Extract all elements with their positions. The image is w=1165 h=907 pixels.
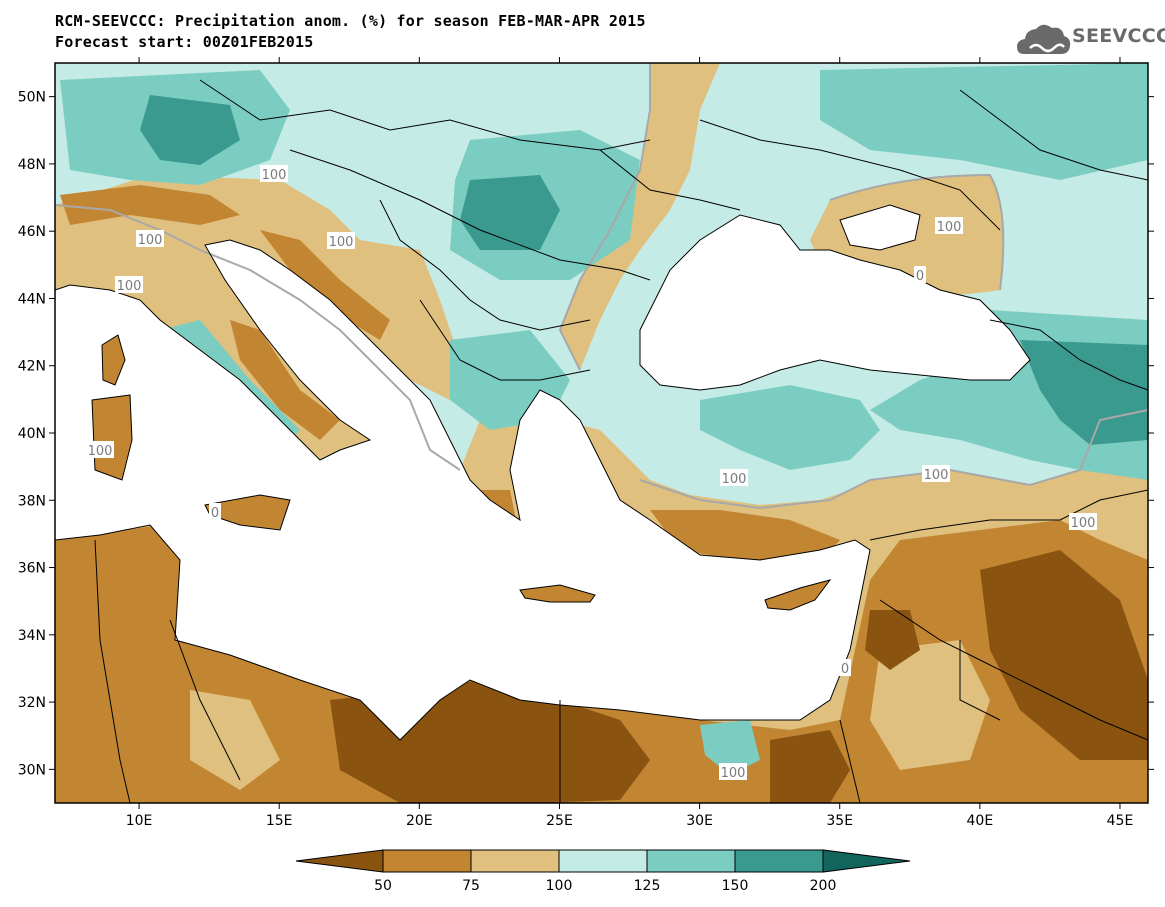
lon-tick-label: 10E bbox=[126, 813, 153, 829]
colorbar-label: 50 bbox=[374, 878, 392, 894]
contour-label: 100 bbox=[1071, 516, 1096, 531]
colorbar-bin bbox=[734, 849, 824, 873]
lat-tick-label: 48N bbox=[18, 157, 46, 173]
contour-label-bg bbox=[922, 465, 950, 482]
lat-tick-label: 34N bbox=[18, 628, 46, 644]
longitude-axis: 10E 15E 20E 25E 30E 35E 40E 45E bbox=[126, 57, 1134, 829]
lat-tick-label: 50N bbox=[18, 90, 46, 106]
contour-label: 100 bbox=[721, 766, 746, 781]
contour-label: 100 bbox=[117, 279, 142, 294]
anomaly-50-75-alps bbox=[60, 185, 240, 225]
colorbar: 50 75 100 125 150 200 bbox=[295, 849, 911, 894]
contour-label: 100 bbox=[937, 220, 962, 235]
anomaly-75-100-ukraine bbox=[560, 63, 720, 370]
colorbar-bin bbox=[558, 849, 648, 873]
anomaly-125-150-northeast bbox=[820, 63, 1148, 180]
anomaly-75-100-libya-patch bbox=[190, 690, 280, 790]
contour-label-bg bbox=[260, 165, 288, 182]
mediterranean-sea bbox=[55, 240, 870, 740]
contour-label-bg bbox=[914, 266, 926, 283]
contour-label-bg bbox=[136, 230, 164, 247]
contour-label-bg bbox=[115, 276, 143, 293]
contour-label: 100 bbox=[138, 233, 163, 248]
contour-label: 100 bbox=[924, 468, 949, 483]
lon-tick-label: 35E bbox=[826, 813, 853, 829]
cyprus-island bbox=[765, 580, 830, 610]
anomaly-150-200-caucasus bbox=[1020, 340, 1148, 445]
anomaly-below-50-iraq bbox=[980, 550, 1148, 760]
anomaly-150-200-poland bbox=[140, 95, 240, 165]
country-borders bbox=[94, 79, 1148, 803]
crete-island bbox=[520, 585, 595, 602]
contour-label-bg bbox=[327, 232, 355, 249]
black-sea bbox=[640, 215, 1030, 390]
anomaly-50-75-turkey-coast bbox=[650, 510, 840, 560]
lon-tick-label: 20E bbox=[406, 813, 433, 829]
sicily-island bbox=[205, 495, 290, 530]
contour-label: 100 bbox=[88, 444, 113, 459]
chart-subtitle: Forecast start: 00Z01FEB2015 bbox=[55, 33, 314, 51]
anomaly-125-150-egypt bbox=[700, 720, 760, 775]
lat-tick-label: 40N bbox=[18, 426, 46, 442]
lon-tick-label: 45E bbox=[1107, 813, 1134, 829]
contour-label: 100 bbox=[262, 168, 287, 183]
contour-label-bg bbox=[839, 659, 851, 676]
contour-label-bg bbox=[720, 469, 748, 486]
seevccc-logo: SEEVCCC bbox=[1016, 20, 1165, 60]
contour-label: 100 bbox=[722, 472, 747, 487]
azov-sea bbox=[840, 205, 920, 250]
anomaly-150-200-hungary bbox=[460, 175, 560, 250]
chart-title: RCM-SEEVCCC: Precipitation anom. (%) for… bbox=[55, 12, 646, 30]
colorbar-below-50 bbox=[295, 849, 384, 873]
colorbar-label: 200 bbox=[810, 878, 837, 894]
lon-tick-label: 25E bbox=[546, 813, 573, 829]
contour-label-bg bbox=[86, 441, 114, 458]
contour-label: 0 bbox=[211, 506, 219, 521]
sardinia-island bbox=[92, 395, 132, 480]
colorbar-label: 150 bbox=[722, 878, 749, 894]
latitude-axis: 50N 48N 46N 44N 42N 40N 38N 36N 34N 32N 30N bbox=[18, 90, 1154, 778]
lat-tick-label: 44N bbox=[18, 291, 46, 307]
contour-label-bg bbox=[1069, 513, 1097, 530]
anomaly-50-75-north-africa bbox=[55, 520, 1148, 803]
lat-tick-label: 46N bbox=[18, 224, 46, 240]
colorbar-label: 100 bbox=[546, 878, 573, 894]
anomaly-below-50-egypt bbox=[770, 730, 850, 803]
corsica-island bbox=[102, 335, 125, 385]
anomaly-50-75-italy bbox=[230, 320, 340, 440]
colorbar-above-200 bbox=[822, 849, 911, 873]
logo-text: SEEVCCC bbox=[1072, 25, 1165, 47]
map-plot-area bbox=[55, 63, 1148, 803]
contour-label-bg bbox=[935, 217, 963, 234]
contour-label: 100 bbox=[329, 235, 354, 250]
colorbar-bin bbox=[646, 849, 736, 873]
cloud-icon bbox=[1017, 24, 1071, 54]
contour-label-bg bbox=[719, 763, 747, 780]
contour-labels: 100 100 100 100 100 100 100 100 100 100 0 0 0 bbox=[86, 165, 1097, 781]
contour-label-bg bbox=[209, 503, 221, 520]
lat-tick-label: 38N bbox=[18, 493, 46, 509]
anomaly-125-150-anatolia bbox=[700, 385, 880, 470]
colorbar-bin bbox=[382, 849, 472, 873]
contour-label: 0 bbox=[916, 269, 924, 284]
lat-tick-label: 30N bbox=[18, 762, 46, 778]
lat-tick-label: 32N bbox=[18, 695, 46, 711]
lon-tick-label: 15E bbox=[266, 813, 293, 829]
lat-tick-label: 36N bbox=[18, 561, 46, 577]
contour-label: 0 bbox=[841, 662, 849, 677]
contour-lines bbox=[55, 63, 1148, 510]
lon-tick-label: 30E bbox=[686, 813, 713, 829]
colorbar-bin bbox=[470, 849, 560, 873]
lat-tick-label: 42N bbox=[18, 359, 46, 375]
colorbar-label: 75 bbox=[462, 878, 480, 894]
lon-tick-label: 40E bbox=[967, 813, 994, 829]
colorbar-label: 125 bbox=[634, 878, 661, 894]
anomaly-50-75-croatia bbox=[260, 230, 390, 340]
anomaly-below-50-syria bbox=[865, 610, 920, 670]
